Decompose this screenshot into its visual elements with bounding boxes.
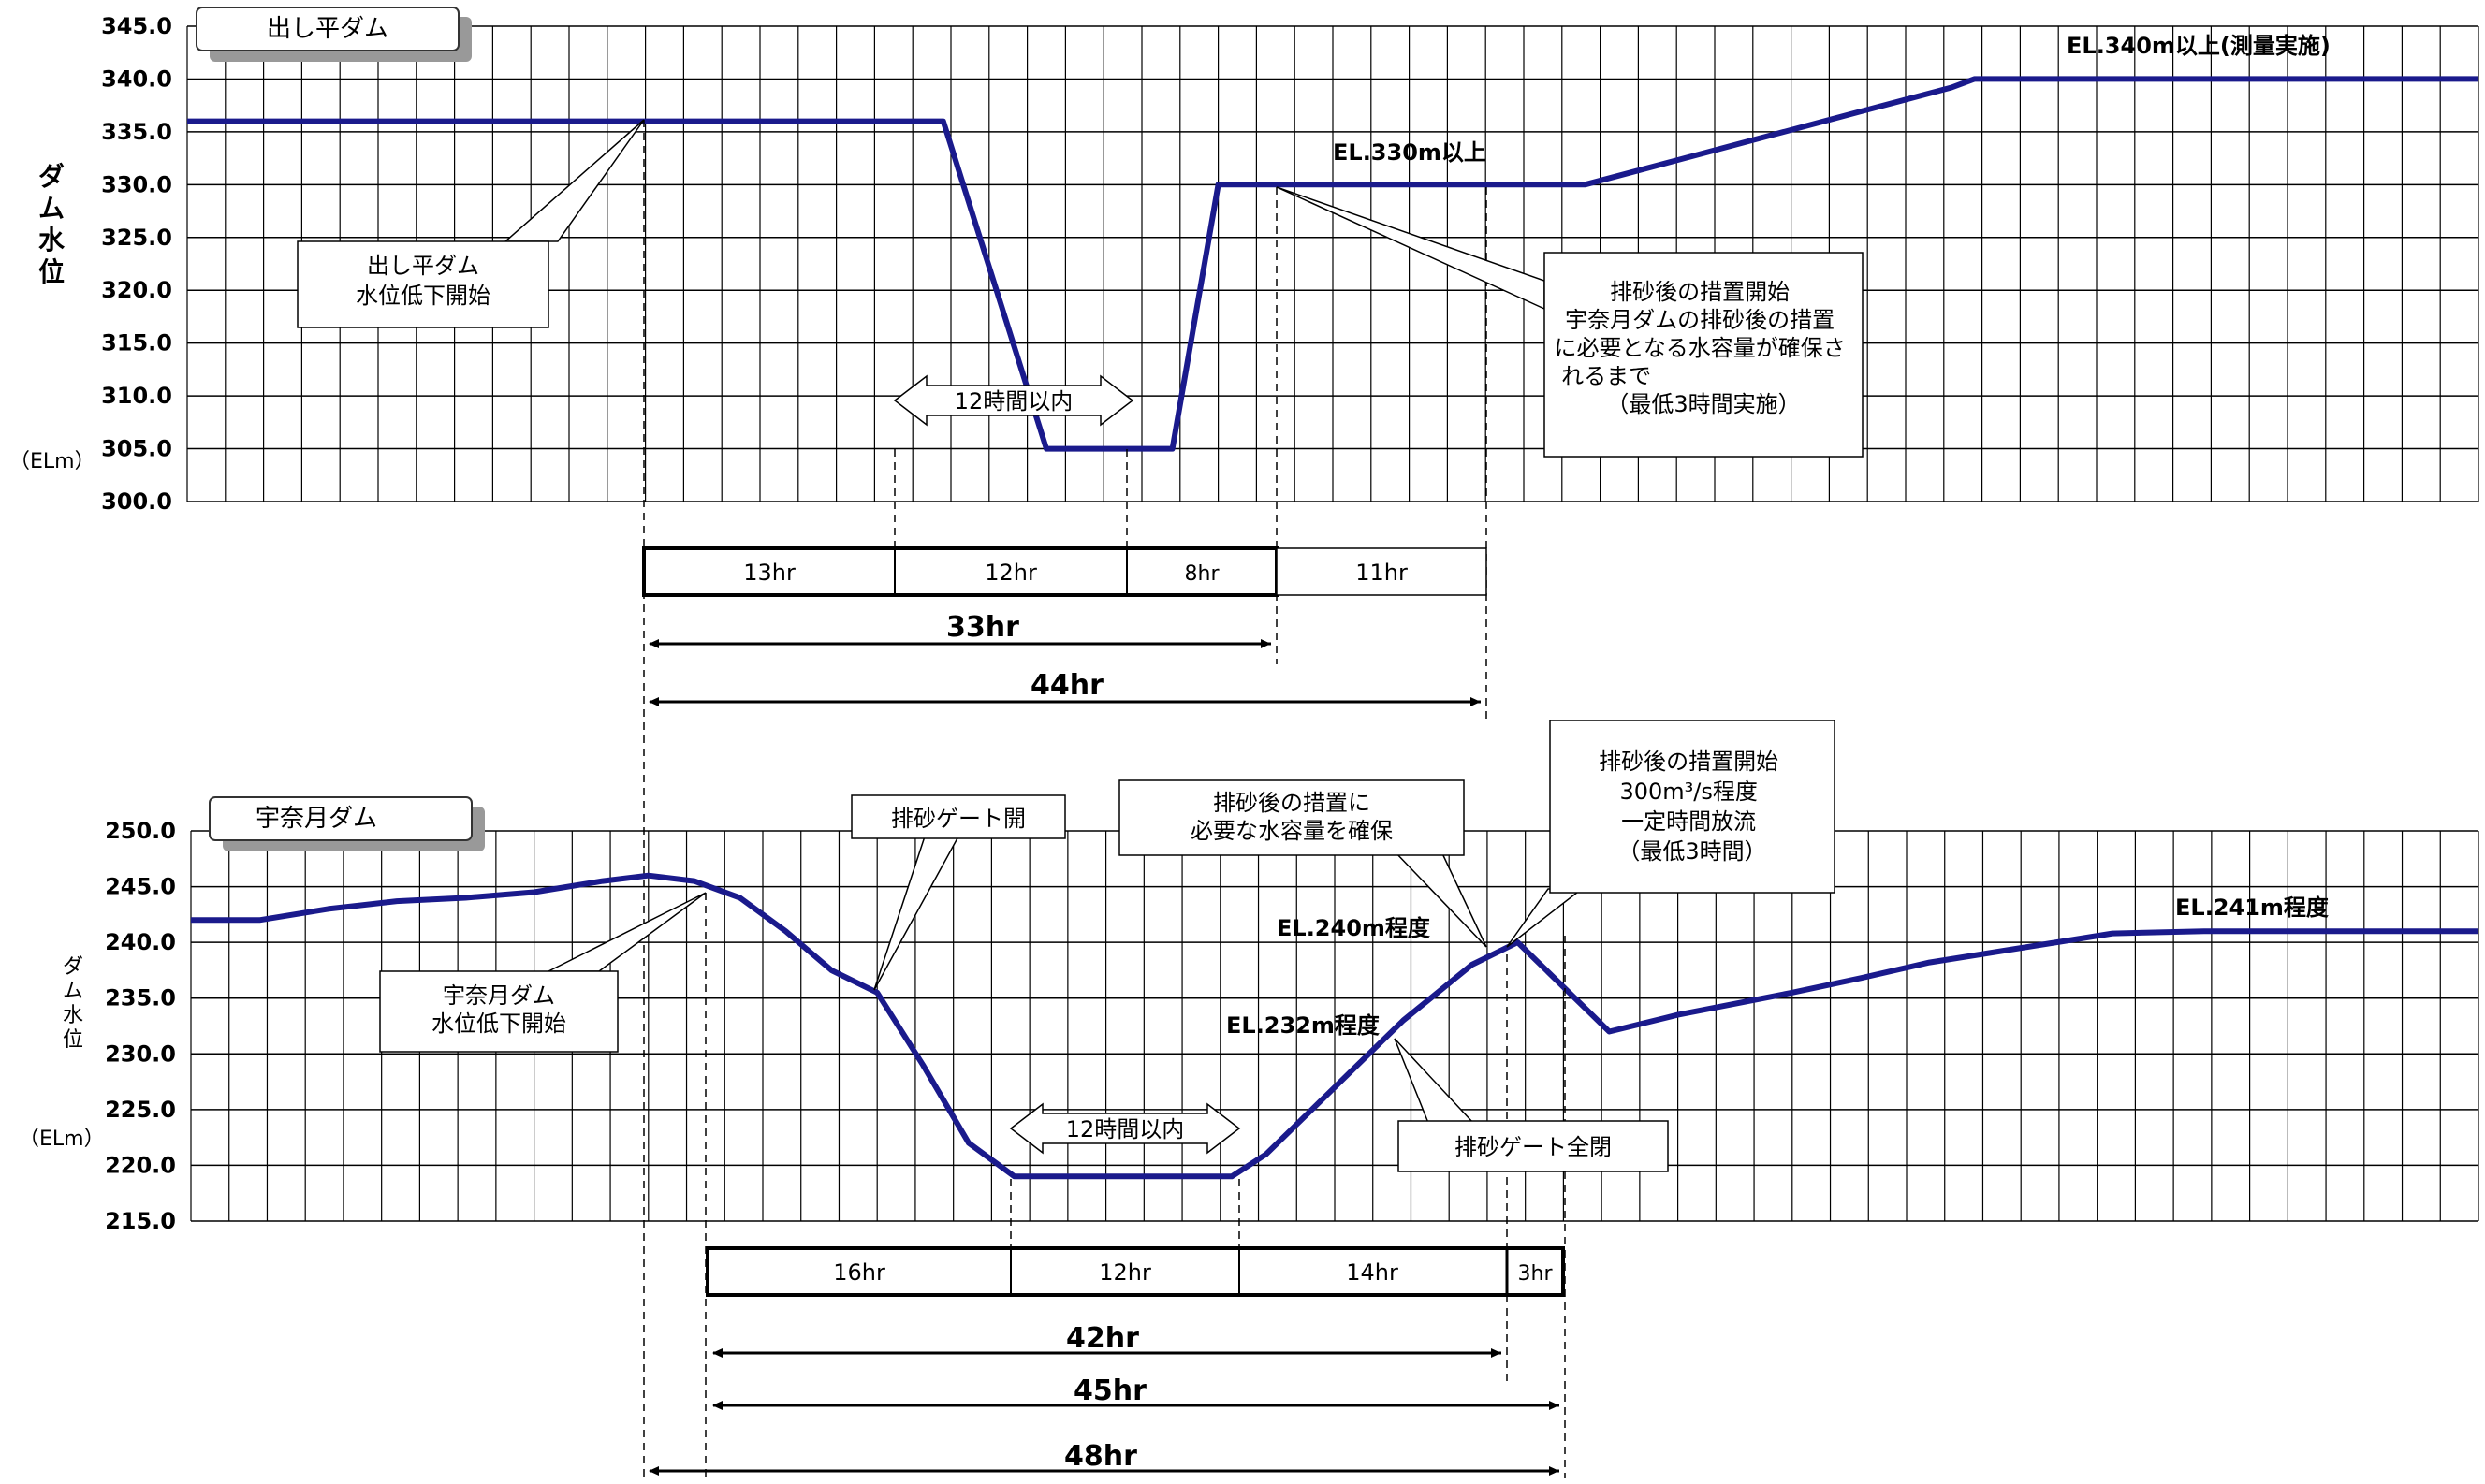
callout-measure-top-text: 排砂後の措置開始 宇奈月ダムの排砂後の措置 に必要となる水容量が確保さ れるまで… [1555, 279, 1853, 417]
span-bottom-42hr: 42hr [1066, 1322, 1139, 1355]
el240-label: EL.240m程度 [1277, 915, 1431, 941]
y-axis-label-bottom: ダム水位 [63, 955, 83, 1052]
grid-top [186, 25, 2479, 502]
callout-measure-bottom-text: 排砂後の措置開始 300m³/s程度 一定時間放流 （最低3時間） [1599, 749, 1786, 865]
y-tick-label-top: 300.0 [101, 488, 172, 515]
segment-bottom-2: 12hr [1099, 1259, 1151, 1286]
callout-gate-close: 排砂ゲート全閉 [1394, 1038, 1669, 1172]
panel-unazuki: 215.0 220.0 225.0 230.0 235.0 240.0 245.0 250.0… [19, 720, 2479, 1478]
el232-label: EL.232m程度 [1226, 1012, 1381, 1039]
window-arrow-bottom: 12時間以内 [1009, 1102, 1241, 1155]
callout-start-top-text: 出し平ダム水位低下開始 [356, 253, 490, 309]
segment-top-4: 11hr [1355, 560, 1408, 586]
callout-capacity: 排砂後の措置に必要な水容量を確保 [1118, 779, 1487, 948]
y-tick-label-top: 335.0 [101, 119, 172, 145]
span-bottom-45hr: 45hr [1074, 1375, 1147, 1407]
callout-capacity-text: 排砂後の措置に必要な水容量を確保 [1191, 790, 1393, 844]
span-arrows-top: 33hr 44hr [649, 611, 1481, 706]
y-tick-label-bottom: 250.0 [105, 818, 176, 844]
segment-top-1: 13hr [743, 560, 796, 586]
span-bottom-48hr: 48hr [1064, 1440, 1137, 1473]
el340-label: EL.340m以上(測量実施) [2067, 33, 2331, 59]
callout-measure-top: 排砂後の措置開始 宇奈月ダムの排砂後の措置 に必要となる水容量が確保さ れるまで… [1276, 186, 1864, 458]
gate-open-label: 排砂ゲート開 [891, 806, 1026, 832]
span-arrows-bottom: 42hr 45hr 48hr [649, 1322, 1559, 1476]
y-tick-label-bottom: 220.0 [105, 1152, 176, 1178]
y-axis-unit-top: （ELm） [9, 450, 95, 473]
el330-label: EL.330m以上 [1333, 139, 1486, 166]
callout-start-bottom-text: 宇奈月ダム水位低下開始 [431, 982, 566, 1037]
y-tick-label-top: 305.0 [101, 436, 172, 462]
callout-start-bottom: 宇奈月ダム水位低下開始 [379, 892, 707, 1053]
series-line-bottom [191, 872, 2478, 1180]
y-tick-label-bottom: 245.0 [105, 874, 176, 900]
y-tick-label-bottom: 225.0 [105, 1097, 176, 1123]
window-arrow-top: 12時間以内 [893, 374, 1134, 427]
y-tick-label-top: 315.0 [101, 330, 172, 356]
y-tick-label-top: 330.0 [101, 171, 172, 197]
gate-close-label: 排砂ゲート全閉 [1454, 1134, 1612, 1160]
el241-label: EL.241m程度 [2175, 895, 2330, 921]
chart-title-bottom: 宇奈月ダム [256, 805, 377, 833]
callout-gate-open: 排砂ゲート開 [851, 794, 1066, 991]
segment-top-2: 12hr [985, 560, 1037, 586]
segment-bar-top: 13hr 12hr 8hr 11hr [642, 546, 1487, 597]
y-tick-label-top: 340.0 [101, 65, 172, 92]
callout-start-top: 出し平ダム水位低下開始 [297, 119, 645, 328]
segment-bottom-4: 3hr [1518, 1262, 1554, 1286]
title-box-top [196, 7, 460, 51]
y-ticks-bottom: 215.0 220.0 225.0 230.0 235.0 240.0 245.0 250.0 [105, 818, 176, 1234]
y-tick-label-top: 325.0 [101, 225, 172, 251]
segment-bar-bottom: 16hr 12hr 14hr 3hr [706, 1246, 1565, 1297]
callout-measure-bottom: 排砂後の措置開始 300m³/s程度 一定時間放流 （最低3時間） [1506, 720, 1835, 948]
y-tick-label-top: 310.0 [101, 383, 172, 409]
y-tick-label-bottom: 240.0 [105, 929, 176, 955]
series-line-top [187, 76, 2478, 452]
y-tick-label-bottom: 230.0 [105, 1040, 176, 1067]
span-top-44hr: 44hr [1031, 669, 1104, 702]
y-tick-label-bottom: 235.0 [105, 985, 176, 1011]
window-label-bottom: 12時間以内 [1066, 1116, 1185, 1142]
y-axis-unit-bottom: （ELm） [19, 1128, 105, 1151]
window-label-top: 12時間以内 [955, 388, 1074, 415]
segment-top-3: 8hr [1185, 562, 1221, 586]
y-tick-label-top: 345.0 [101, 13, 172, 39]
chart-title-top: 出し平ダム [267, 15, 388, 43]
y-axis-label-top: ダム水位 [38, 161, 66, 287]
title-box-bottom [209, 796, 473, 841]
segment-bottom-3: 14hr [1346, 1259, 1398, 1286]
y-ticks-top: 300.0 305.0 310.0 315.0 320.0 325.0 330.0 335.0… [101, 13, 172, 515]
y-tick-label-bottom: 215.0 [105, 1208, 176, 1234]
plot-area-top: 300.0 305.0 310.0 315.0 320.0 325.0 330.0 335.0… [101, 13, 2479, 515]
segment-bottom-1: 16hr [833, 1259, 885, 1286]
panel-dashidaira: 300.0 305.0 310.0 315.0 320.0 325.0 330.0 335.0… [9, 7, 2479, 1478]
span-top-33hr: 33hr [946, 611, 1019, 644]
y-tick-label-top: 320.0 [101, 277, 172, 303]
